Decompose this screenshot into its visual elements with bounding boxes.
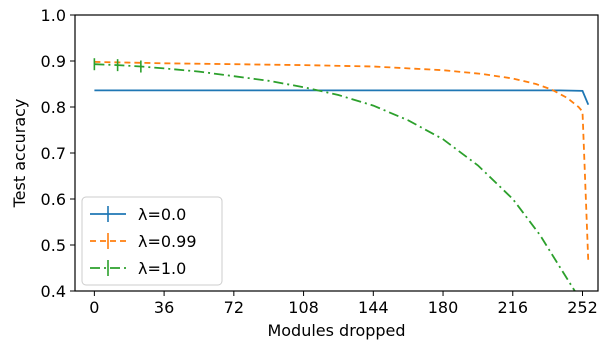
y-tick-label: 0.6: [41, 190, 66, 209]
legend-label-2: λ=1.0: [138, 259, 186, 278]
series-line-2: [94, 63, 576, 291]
y-tick-label: 1.0: [41, 6, 66, 25]
legend-label-0: λ=0.0: [138, 205, 186, 224]
x-tick-label: 216: [497, 298, 528, 317]
x-tick-label: 144: [358, 298, 389, 317]
x-tick-label: 0: [89, 298, 99, 317]
y-tick-label: 0.9: [41, 52, 66, 71]
x-axis-label: Modules dropped: [267, 321, 405, 340]
legend: λ=0.0 λ=0.99 λ=1.0: [81, 196, 223, 286]
series-line-0: [94, 89, 590, 106]
y-tick-label: 0.8: [41, 98, 66, 117]
y-axis: 0.4 0.5 0.6 0.7 0.8 0.9 1.0: [41, 6, 75, 301]
y-axis-label: Test accuracy: [10, 99, 29, 209]
y-tick-label: 0.4: [41, 282, 66, 301]
legend-box: [81, 196, 223, 286]
plot-series: [93, 58, 590, 291]
x-tick-label: 108: [288, 298, 319, 317]
x-tick-label: 36: [154, 298, 174, 317]
y-tick-label: 0.7: [41, 144, 66, 163]
x-tick-label: 72: [224, 298, 244, 317]
x-tick-label: 252: [567, 298, 598, 317]
x-tick-label: 180: [428, 298, 459, 317]
y-tick-label: 0.5: [41, 236, 66, 255]
legend-label-1: λ=0.99: [138, 232, 197, 251]
series-line-1: [94, 61, 590, 263]
x-axis: 0 36 72 108 144 180 216 252: [89, 291, 598, 317]
